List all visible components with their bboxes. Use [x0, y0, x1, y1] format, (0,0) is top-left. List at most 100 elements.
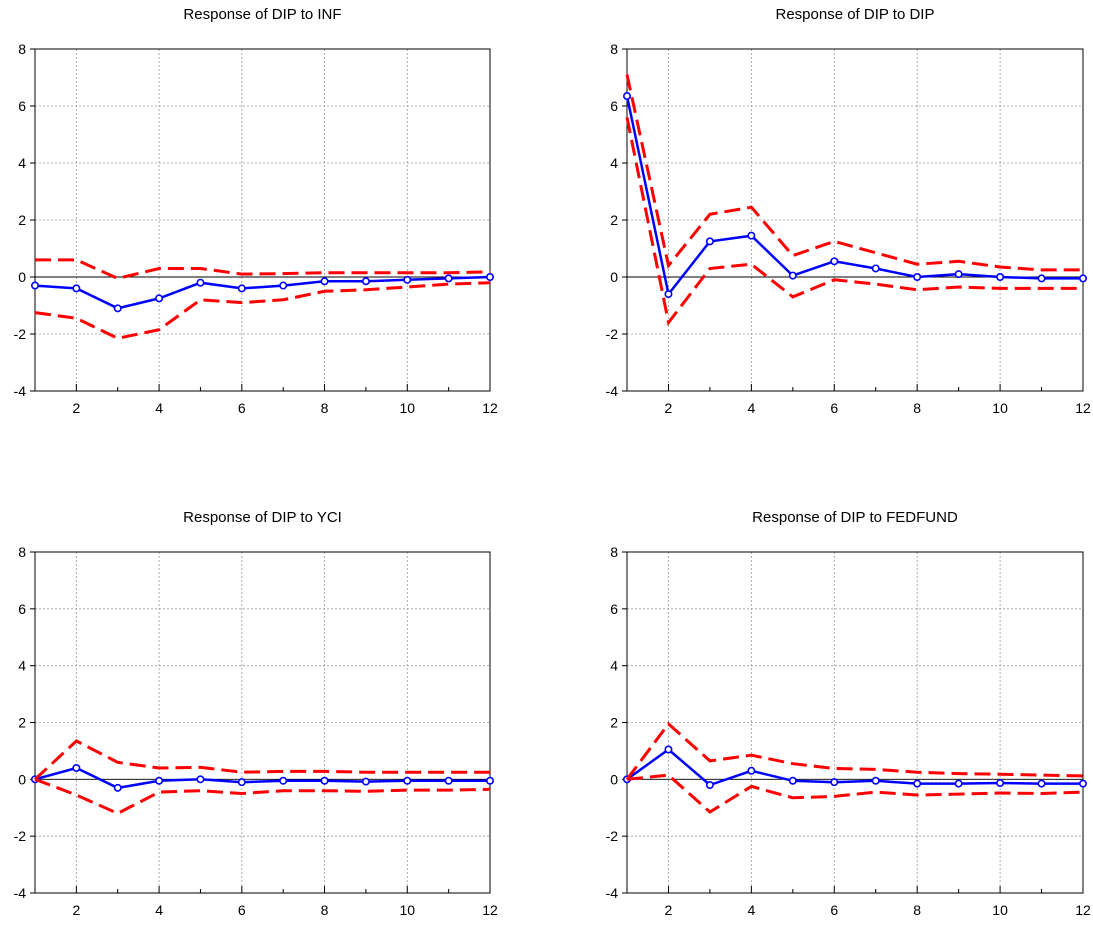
y-tick-label: 8: [610, 41, 618, 57]
chart-title: Response of DIP to DIP: [776, 6, 935, 23]
chart-panel-1: Response of DIP to INF -4 -2 0 2 4 6 8 2 4 6 8 10 12: [14, 6, 498, 416]
data-point: [913, 779, 922, 788]
series-line-response: [625, 95, 1083, 297]
data-point: [155, 776, 164, 785]
x-tick-label: 10: [992, 400, 1008, 416]
data-point: [196, 278, 205, 287]
data-point: [664, 745, 673, 754]
y-tick-label: 2: [610, 212, 618, 228]
x-tick-label: 2: [72, 400, 80, 416]
y-tick-label: 0: [18, 269, 26, 285]
data-point: [747, 766, 756, 775]
x-tick-label: 12: [1075, 902, 1091, 918]
x-tick-label: 6: [830, 400, 838, 416]
data-point: [320, 776, 329, 785]
series-line-response: [34, 766, 490, 790]
y-tick-label: 4: [610, 658, 618, 674]
x-tick-label: 6: [238, 400, 246, 416]
x-tick-label: 2: [72, 902, 80, 918]
data-point: [747, 231, 756, 240]
x-tick-label: 8: [321, 400, 329, 416]
data-point: [622, 92, 631, 101]
x-tick-label: 8: [913, 400, 921, 416]
data-point: [237, 284, 246, 293]
data-point: [196, 775, 205, 784]
y-tick-label: 6: [18, 98, 26, 114]
data-point: [403, 776, 412, 785]
y-tick-label: 4: [610, 155, 618, 171]
data-point: [871, 264, 880, 273]
series-line-lower: [625, 117, 1083, 327]
data-point: [72, 284, 81, 293]
y-tick-label: 0: [18, 771, 26, 787]
y-tick-label: 8: [18, 41, 26, 57]
data-point: [954, 270, 963, 279]
chart-title: Response of DIP to YCI: [183, 509, 342, 526]
y-tick-label: 4: [18, 155, 26, 171]
x-tick-label: 6: [830, 902, 838, 918]
data-point: [279, 776, 288, 785]
data-point: [485, 272, 494, 281]
x-tick-label: 12: [1075, 400, 1091, 416]
x-tick-label: 8: [321, 902, 329, 918]
data-point: [996, 779, 1005, 788]
y-tick-label: -4: [606, 383, 619, 399]
data-point: [485, 776, 494, 785]
series-line-lower: [626, 773, 1084, 814]
y-tick-label: 2: [18, 715, 26, 731]
data-point: [664, 290, 673, 299]
x-tick-label: 2: [665, 400, 673, 416]
data-point: [361, 277, 370, 286]
y-tick-label: 6: [610, 98, 618, 114]
x-tick-label: 4: [155, 400, 163, 416]
y-tick-label: -4: [14, 383, 27, 399]
chart-title: Response of DIP to INF: [183, 6, 341, 23]
data-point: [830, 778, 839, 787]
x-tick-label: 4: [155, 902, 163, 918]
x-tick-label: 4: [747, 400, 755, 416]
y-tick-label: 8: [610, 544, 618, 560]
x-tick-label: 8: [913, 902, 921, 918]
series-line-upper: [35, 258, 491, 280]
series-line-lower: [34, 777, 491, 816]
chart-panel-2: Response of DIP to DIP -4 -2 0 2 4 6 8 2 4 6 8 10 12: [606, 6, 1091, 416]
y-tick-label: 4: [18, 658, 26, 674]
x-tick-label: 2: [665, 902, 673, 918]
data-point: [113, 304, 122, 313]
y-tick-label: 0: [610, 269, 618, 285]
chart-panel-3: Response of DIP to YCI -4 -2 0 2 4 6 8 2 4 6 8 10 12: [14, 509, 498, 918]
y-tick-label: 6: [18, 601, 26, 617]
y-tick-label: -4: [14, 885, 27, 901]
data-point: [30, 281, 39, 290]
data-point: [237, 778, 246, 787]
y-tick-label: -2: [606, 828, 619, 844]
series-line-upper: [625, 74, 1083, 272]
data-point: [155, 294, 164, 303]
x-tick-label: 12: [482, 400, 498, 416]
series-line-lower: [34, 281, 491, 340]
data-point: [1079, 274, 1088, 283]
y-tick-label: -4: [606, 885, 619, 901]
chart-title: Response of DIP to FEDFUND: [752, 509, 958, 526]
series-line-response: [34, 275, 491, 310]
data-point: [996, 272, 1005, 281]
data-point: [1037, 274, 1046, 283]
x-tick-label: 6: [238, 902, 246, 918]
data-point: [1037, 779, 1046, 788]
x-tick-label: 10: [399, 400, 415, 416]
y-tick-label: 2: [18, 212, 26, 228]
series-line-upper: [625, 721, 1084, 781]
data-point: [705, 781, 714, 790]
series-line-response: [626, 747, 1083, 787]
data-point: [954, 779, 963, 788]
data-point: [279, 281, 288, 290]
x-tick-label: 12: [482, 902, 498, 918]
y-tick-label: -2: [14, 828, 27, 844]
x-tick-label: 10: [399, 902, 415, 918]
data-point: [788, 776, 797, 785]
data-point: [705, 237, 714, 246]
series-line-upper: [33, 739, 490, 781]
data-point: [320, 277, 329, 286]
